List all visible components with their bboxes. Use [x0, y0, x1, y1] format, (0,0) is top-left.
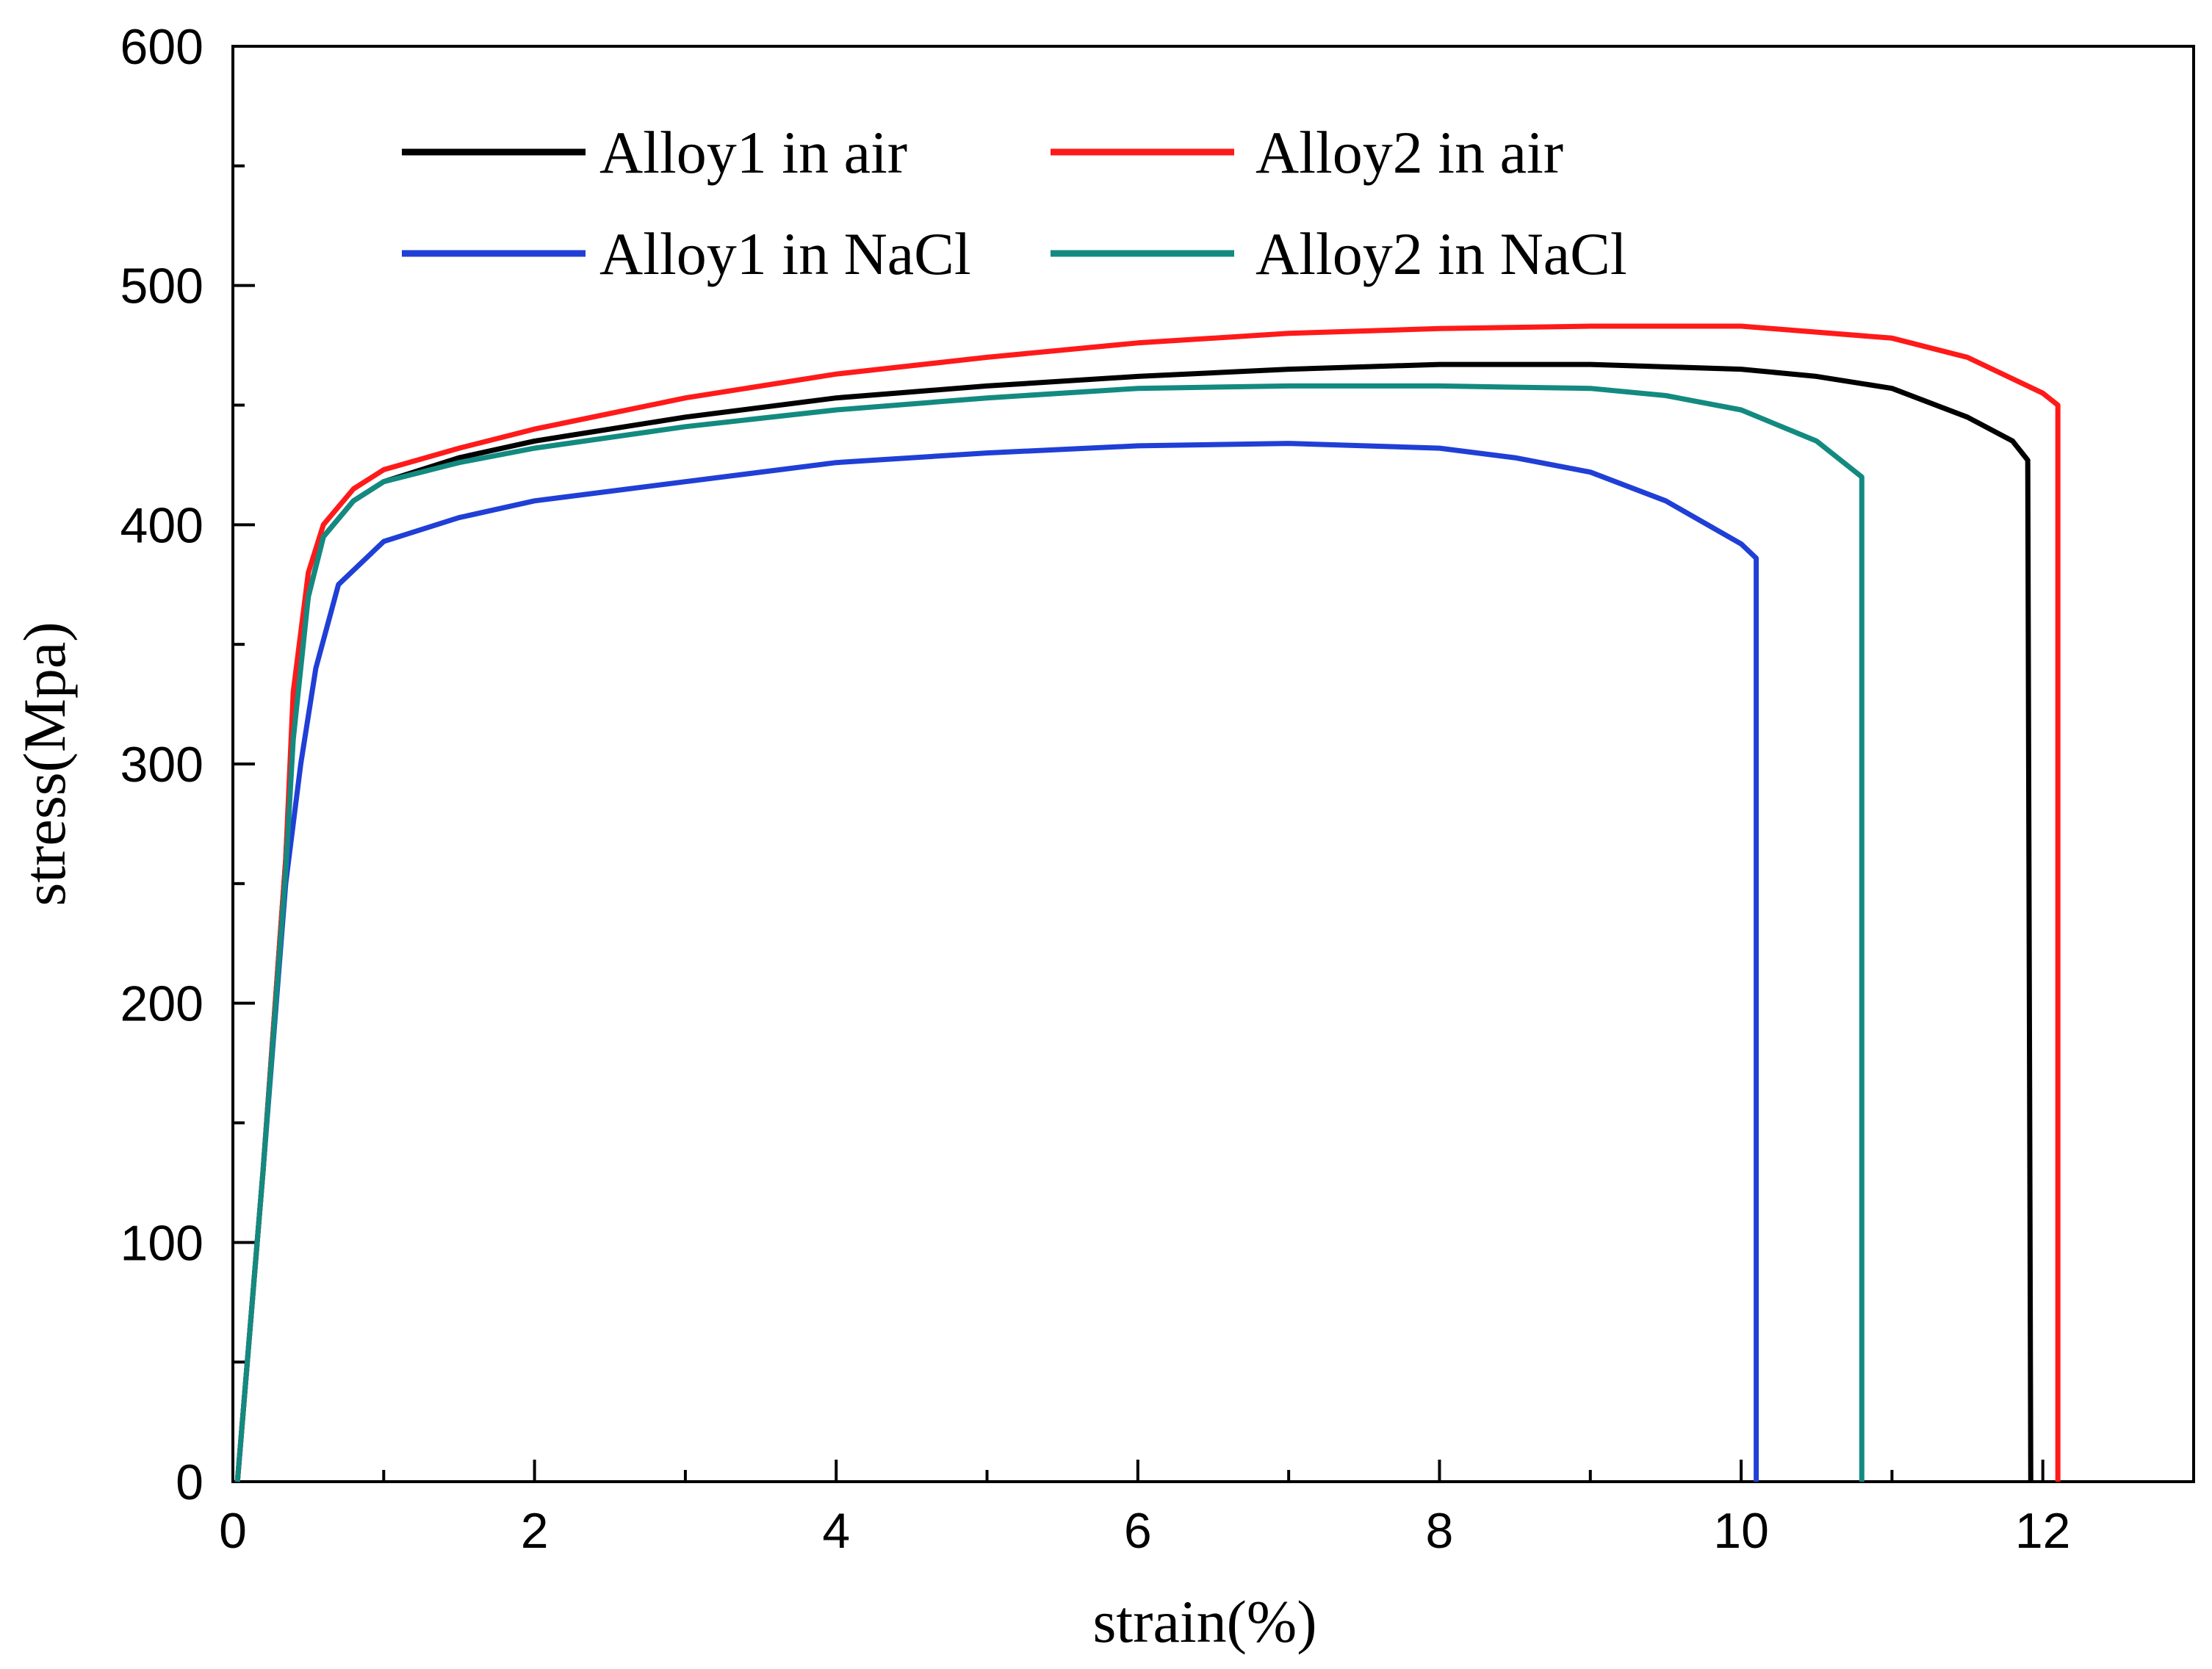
y-axis-label: stress(Mpa)	[11, 621, 78, 906]
legend-label: Alloy2 in NaCl	[1255, 220, 1627, 287]
x-tick-label: 4	[822, 1503, 850, 1559]
plot-frame	[231, 45, 2195, 1483]
x-tick-label: 0	[219, 1503, 247, 1559]
legend-label: Alloy1 in air	[599, 119, 907, 186]
x-tick-label: 6	[1124, 1503, 1152, 1559]
series-line	[234, 361, 2033, 1482]
series-line	[234, 441, 1759, 1482]
x-tick-label: 8	[1426, 1503, 1454, 1559]
y-tick-label: 300	[120, 737, 203, 793]
series-line	[234, 323, 2061, 1482]
y-tick-label: 0	[176, 1454, 203, 1510]
y-tick-label: 600	[120, 19, 203, 75]
x-tick-label: 2	[521, 1503, 549, 1559]
legend-label: Alloy2 in air	[1255, 119, 1563, 186]
x-tick-label: 12	[2015, 1503, 2071, 1559]
y-tick-label: 400	[120, 497, 203, 553]
series-line	[234, 383, 1865, 1482]
y-tick-label: 200	[120, 976, 203, 1032]
y-tick-label: 500	[120, 259, 203, 314]
x-tick-label: 10	[1713, 1503, 1769, 1559]
x-axis-label: strain(%)	[1092, 1588, 1316, 1655]
legend-label: Alloy1 in NaCl	[599, 220, 971, 287]
y-tick-label: 100	[120, 1215, 203, 1271]
